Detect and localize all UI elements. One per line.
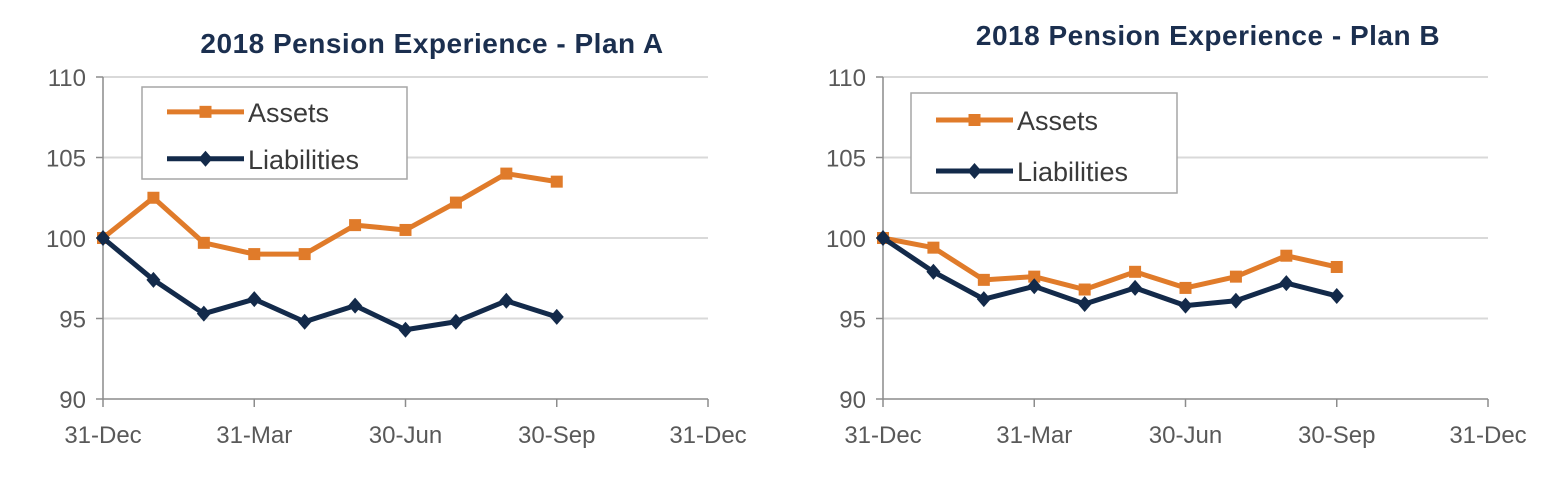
data-point-assets (1078, 283, 1091, 296)
data-point-assets (1229, 270, 1242, 283)
data-point-assets (349, 219, 362, 232)
legend-label-liabilities: Liabilities (248, 145, 359, 175)
data-point-assets (298, 248, 311, 261)
data-point-assets (977, 273, 990, 286)
legend-label-assets: Assets (1017, 106, 1098, 136)
data-point-liabilities (1329, 287, 1344, 304)
y-tick-label: 90 (59, 387, 86, 414)
series-line-liabilities (101, 236, 558, 333)
chart-plan-b: 2018 Pension Experience - Plan B 90 95 100… (826, 20, 1527, 449)
data-point-assets (197, 236, 210, 249)
data-point-liabilities (398, 321, 413, 338)
data-point-assets (248, 248, 261, 261)
data-point-liabilities (1077, 296, 1092, 313)
legend-marker-assets (199, 105, 212, 118)
x-tick-label: 31-Dec (64, 422, 141, 449)
data-point-assets (1129, 265, 1142, 278)
chart-title: 2018 Pension Experience - Plan A (200, 28, 663, 59)
x-tick-label: 31-Dec (844, 422, 921, 449)
data-point-assets (927, 241, 940, 254)
data-point-liabilities (876, 230, 890, 246)
y-tick-label: 105 (46, 146, 86, 173)
data-point-liabilities (549, 308, 564, 325)
legend-box (910, 92, 1178, 194)
series-line-liabilities (881, 235, 1338, 309)
data-point-assets (399, 223, 412, 236)
data-point-liabilities (499, 292, 514, 309)
x-tick-label: 30-Sep (518, 422, 595, 449)
series-line-assets (882, 235, 1338, 293)
data-point-liabilities (348, 297, 363, 314)
y-tick-label: 105 (826, 146, 866, 173)
data-point-assets (449, 196, 462, 209)
data-point-assets (1280, 249, 1293, 262)
x-tick-label: 30-Jun (369, 422, 442, 449)
legend-marker-assets (968, 114, 981, 126)
data-point-liabilities (297, 313, 312, 330)
chart-panel-plan-b: 2018 Pension Experience - Plan B 90 95 100… (780, 0, 1563, 480)
data-point-assets (1330, 260, 1343, 273)
x-tick-label: 31-Mar (996, 422, 1072, 449)
series-line-assets (101, 171, 558, 257)
data-point-liabilities (976, 291, 991, 308)
x-tick-label: 31-Mar (216, 422, 292, 449)
data-point-liabilities (1178, 297, 1193, 314)
y-tick-label: 95 (59, 307, 86, 334)
legend-label-liabilities: Liabilities (1017, 157, 1128, 187)
legend-marker-liabilities (967, 163, 982, 179)
x-tick-label: 30-Jun (1149, 422, 1222, 449)
data-point-assets (1179, 281, 1192, 294)
legend-marker-liabilities (198, 150, 213, 167)
data-point-liabilities (448, 313, 463, 330)
x-tick-label: 31-Dec (669, 422, 746, 449)
data-point-liabilities (1279, 275, 1294, 292)
x-tick-label: 30-Sep (1298, 422, 1375, 449)
chart-title: 2018 Pension Experience - Plan B (976, 20, 1440, 51)
y-tick-label: 110 (828, 65, 866, 92)
y-tick-label: 95 (839, 307, 866, 334)
data-point-liabilities (196, 305, 211, 322)
data-point-assets (500, 167, 513, 180)
data-point-assets (550, 175, 563, 188)
data-point-liabilities (1027, 278, 1042, 295)
data-point-liabilities (1128, 279, 1143, 296)
legend-box (141, 86, 408, 180)
data-point-liabilities (96, 230, 110, 246)
chart-plan-a: 2018 Pension Experience - Plan A 90 95 100… (46, 28, 747, 449)
chart-panel-plan-a: 2018 Pension Experience - Plan A 90 95 100… (0, 0, 780, 480)
data-point-liabilities (146, 271, 161, 288)
data-point-assets (1028, 270, 1041, 283)
y-tick-label: 110 (48, 65, 86, 92)
x-tick-label: 31-Dec (1449, 422, 1526, 449)
data-point-liabilities (1228, 292, 1243, 309)
data-point-liabilities (247, 291, 262, 308)
y-tick-label: 100 (826, 226, 866, 253)
y-tick-label: 90 (839, 387, 866, 414)
data-point-assets (147, 191, 160, 204)
legend-label-assets: Assets (248, 98, 329, 128)
y-tick-label: 100 (46, 226, 86, 253)
data-point-liabilities (926, 263, 941, 280)
